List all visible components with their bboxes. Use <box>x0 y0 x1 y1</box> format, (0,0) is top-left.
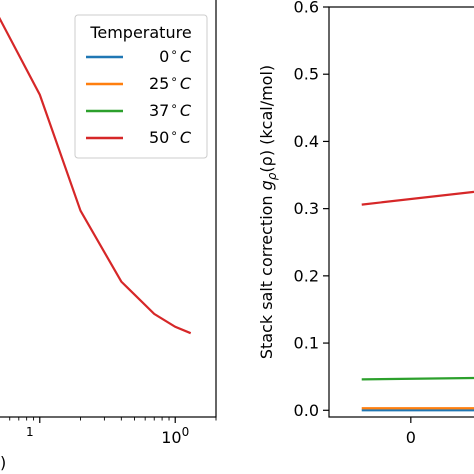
legend: Temperature 0∘ C 25∘ C 37∘ C 50∘ C <box>74 14 208 159</box>
right-plot-frame <box>328 6 474 418</box>
ylabel-sub: ρ <box>265 172 279 180</box>
ylabel-arg: (ρ) <box>257 150 276 173</box>
right-y-tick-label-0: 0.0 <box>294 401 319 420</box>
legend-label-3: 50∘ C <box>149 126 192 147</box>
left-x-tick-label-0: 1 <box>26 425 34 439</box>
right-y-tick-label-2: 0.2 <box>294 266 319 285</box>
left-series-line-0 <box>0 16 192 335</box>
right-y-tick-label-3: 0.3 <box>294 199 319 218</box>
right-series-line-2 <box>361 376 474 381</box>
right-series-line-3 <box>361 190 474 206</box>
ylabel-g: g <box>257 180 276 190</box>
right-panel: 0.0 0.1 0.2 0.3 0.4 0.5 0.6 0 Stack salt corre… <box>257 0 474 447</box>
legend-entries: 0∘ C 25∘ C 37∘ C 50∘ C <box>86 45 192 147</box>
right-x-ticks: 0 <box>406 417 416 447</box>
left-x-tick-exp-1: 0 <box>182 425 190 439</box>
left-x-tick-label-1: 100 <box>161 425 189 447</box>
right-y-axis-label: Stack salt correction gρ(ρ) (kcal/mol) <box>257 65 279 359</box>
left-x-tick-exp-0: 1 <box>26 425 34 439</box>
ylabel-post: (kcal/mol) <box>257 65 276 150</box>
right-y-tick-label-5: 0.5 <box>294 65 319 84</box>
left-x-axis-label: ) <box>0 453 6 472</box>
left-plot-frame <box>0 0 217 418</box>
right-y-tick-label-4: 0.4 <box>294 132 319 151</box>
legend-label-2: 37∘ C <box>149 99 192 120</box>
right-y-ticks: 0.0 0.1 0.2 0.3 0.4 0.5 0.6 <box>294 0 329 420</box>
legend-label-0: 0∘ C <box>159 45 192 66</box>
legend-box <box>74 14 208 159</box>
left-x-tick-base-1: 10 <box>161 428 181 447</box>
left-series-group <box>0 16 192 335</box>
ylabel-pre: Stack salt correction <box>257 190 276 359</box>
legend-label-1: 25∘ C <box>149 72 192 93</box>
right-series-group <box>361 190 474 412</box>
legend-title: Temperature <box>89 23 191 42</box>
left-panel: 1 100 ) Temperature 0∘ C 25∘ C 37∘ C 50∘ C <box>0 0 217 472</box>
left-x-ticks: 1 100 <box>9 417 217 447</box>
right-y-tick-label-1: 0.1 <box>294 334 319 353</box>
right-y-tick-label-6: 0.6 <box>294 0 319 17</box>
right-x-tick-label-0: 0 <box>406 428 416 447</box>
